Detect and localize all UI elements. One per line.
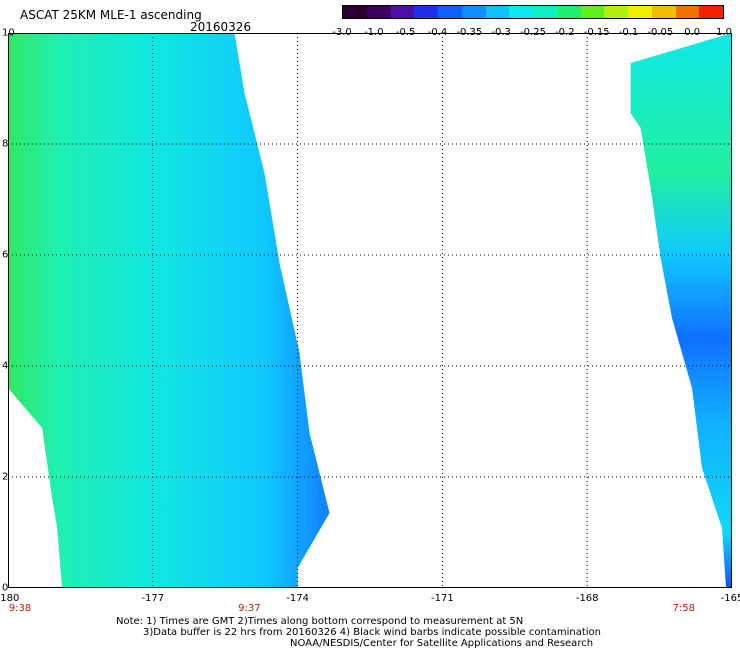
y-tick-label: 6 — [2, 249, 9, 261]
colorbar-segment — [580, 6, 605, 18]
colorbar-tick-label: -0.35 — [456, 27, 483, 38]
note-line-2: 3)Data buffer is 22 hrs from 20160326 4)… — [143, 627, 601, 638]
colorbar-segment — [699, 6, 723, 18]
swath-time-label: 7:58 — [672, 603, 695, 614]
map-plot — [8, 33, 732, 588]
colorbar-segment — [390, 6, 415, 18]
colorbar-segment — [651, 6, 676, 18]
colorbar — [342, 5, 724, 19]
colorbar-tick-label: -3.0 — [332, 27, 352, 38]
colorbar-segment — [485, 6, 510, 18]
colorbar-segment — [366, 6, 391, 18]
map-date: 20160326 — [190, 20, 252, 34]
colorbar-tick-label: -1.0 — [364, 27, 384, 38]
x-tick-label: -165 — [720, 593, 740, 604]
swath-time-label: 9:38 — [8, 603, 32, 614]
map-frame — [8, 33, 732, 588]
note-line-3: NOAA/NESDIS/Center for Satellite Applica… — [290, 638, 594, 649]
colorbar-segment — [414, 6, 438, 18]
colorbar-segment — [461, 6, 486, 18]
y-tick-label: 10 — [2, 27, 15, 39]
y-tick-label: 8 — [2, 138, 9, 150]
y-tick-label: 0 — [2, 582, 9, 594]
x-tick-label: -180 — [0, 593, 20, 604]
y-tick-label: 2 — [2, 471, 9, 483]
colorbar-segment — [628, 6, 652, 18]
x-tick-label: -171 — [431, 593, 454, 604]
colorbar-tick-label: -0.5 — [395, 27, 416, 38]
x-tick-label: -177 — [141, 593, 165, 604]
colorbar-tick-label: -0.4 — [427, 27, 448, 38]
colorbar-segment — [343, 6, 367, 18]
note-line-1: Note: 1) Times are GMT 2)Times along bot… — [116, 616, 524, 627]
x-tick-label: -174 — [286, 593, 309, 604]
colorbar-segment — [509, 6, 533, 18]
swath-east — [630, 33, 732, 588]
swath-west — [8, 33, 330, 588]
swath-time-label: 9:37 — [238, 603, 261, 614]
colorbar-segment — [533, 6, 557, 18]
colorbar-segment — [556, 6, 581, 18]
map-title: ASCAT 25KM MLE-1 ascending — [20, 8, 202, 22]
colorbar-segment — [438, 6, 462, 18]
y-tick-label: 4 — [2, 360, 9, 372]
colorbar-tick-label: -0.3 — [491, 27, 511, 38]
colorbar-segment — [604, 6, 628, 18]
x-tick-label: -168 — [575, 593, 599, 604]
colorbar-segment — [675, 6, 700, 18]
